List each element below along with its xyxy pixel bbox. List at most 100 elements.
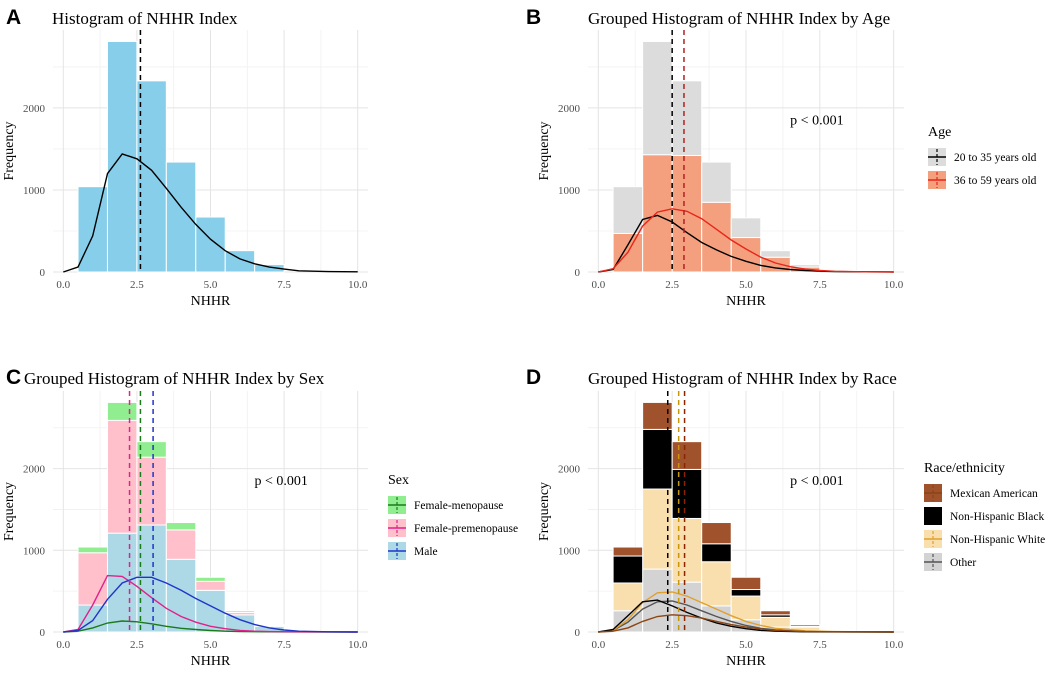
y-axis-label: Frequency	[537, 121, 552, 180]
bar-20-to-35-years-old	[642, 40, 673, 156]
bar-mexican-american	[642, 401, 673, 430]
x-axis-label: NHHR	[191, 654, 231, 669]
x-tick-label: 7.5	[277, 639, 291, 651]
y-tick-label: 0	[575, 627, 581, 639]
y-tick-label: 0	[40, 627, 46, 639]
bar-mexican-american	[760, 610, 791, 616]
bar-all	[254, 264, 285, 273]
x-tick-label: 2.5	[130, 279, 144, 291]
bar-female-menopause	[224, 610, 256, 613]
legend-title: Sex	[388, 473, 409, 488]
legend-title: Race/ethnicity	[924, 461, 1005, 476]
x-tick-label: 10.0	[884, 279, 904, 291]
x-tick-label: 5.0	[204, 279, 218, 291]
panel-tag: C	[6, 366, 21, 389]
x-tick-label: 7.5	[813, 639, 827, 651]
density-line-all	[63, 153, 358, 273]
bar-non-hispanic-black	[671, 468, 703, 519]
bar-female-menopause	[195, 576, 226, 582]
density-line-non-hispanic-white	[598, 591, 894, 633]
legend-label: Male	[414, 546, 438, 558]
p-value-annotation: p < 0.001	[254, 474, 307, 489]
bar-20-to-35-years-old	[760, 250, 791, 258]
bar-female-menopause	[106, 401, 138, 421]
density-line-mexican-american	[598, 614, 894, 633]
chart-title: Grouped Histogram of NHHR Index by Race	[588, 369, 897, 388]
bar-female-premenopause	[195, 580, 226, 591]
x-axis-label: NHHR	[726, 654, 766, 669]
panel-d: 0.0 2.5 5.0 7.5 10.0 0 1000 2000 NHHR Frequency D G…	[526, 366, 1045, 669]
bar-all	[136, 80, 167, 273]
y-tick-label: 2000	[23, 464, 46, 476]
y-axis-label: Frequency	[2, 121, 17, 180]
x-tick-label: 0.0	[56, 639, 70, 651]
bar-female-menopause	[165, 522, 197, 531]
x-tick-label: 0.0	[56, 279, 70, 291]
panel-b: 0.0 2.5 5.0 7.5 10.0 0 1000 2000 NHHR Frequency B G…	[526, 6, 1037, 309]
x-tick-label: 0.0	[591, 639, 605, 651]
x-tick-label: 5.0	[739, 639, 753, 651]
p-value-annotation: p < 0.001	[790, 474, 843, 489]
bar-male	[136, 524, 167, 633]
bar-all	[195, 216, 226, 273]
bar-mexican-american	[701, 522, 732, 545]
bar-20-to-35-years-old	[730, 217, 762, 239]
y-tick-label: 2000	[558, 464, 581, 476]
chart-title: Histogram of NHHR Index	[52, 9, 238, 28]
y-tick-label: 1000	[23, 545, 46, 557]
bar-other	[671, 581, 703, 633]
bar-female-menopause	[77, 546, 108, 554]
y-tick-label: 2000	[558, 103, 581, 115]
bar-20-to-35-years-old	[789, 264, 821, 268]
density-line-male	[63, 576, 358, 633]
y-tick-label: 1000	[23, 185, 46, 197]
legend-label: Non-Hispanic Black	[950, 511, 1044, 523]
x-axis-label: NHHR	[191, 294, 231, 309]
bar-female-premenopause	[77, 552, 108, 606]
x-tick-label: 0.0	[591, 279, 605, 291]
legend: Race/ethnicity Mexican American Non-Hispan…	[924, 461, 1045, 571]
bar-mexican-american	[612, 546, 644, 557]
y-tick-label: 0	[40, 267, 46, 279]
legend-label: Mexican American	[950, 488, 1038, 500]
bar-mexican-american	[671, 441, 703, 470]
x-tick-label: 7.5	[277, 279, 291, 291]
x-tick-label: 10.0	[884, 639, 904, 651]
density-line-36-to-59-years-old	[598, 208, 894, 273]
bar-non-hispanic-white	[671, 517, 703, 583]
density-line-female-premenopause	[63, 574, 358, 633]
x-tick-label: 2.5	[130, 639, 144, 651]
panel-a: 0.0 2.5 5.0 7.5 10.0 0 1000 2000 NHHR Frequency A H…	[2, 6, 368, 309]
bar-36-to-59-years-old	[671, 155, 703, 273]
bar-non-hispanic-white	[730, 595, 762, 621]
x-tick-label: 10.0	[348, 279, 368, 291]
y-tick-label: 1000	[558, 545, 581, 557]
legend-label: Other	[950, 557, 976, 569]
p-value-annotation: p < 0.001	[790, 113, 843, 128]
bar-all	[224, 250, 256, 273]
bar-female-premenopause	[136, 456, 167, 526]
y-axis-label: Frequency	[537, 482, 552, 541]
bar-20-to-35-years-old	[612, 186, 644, 234]
bar-non-hispanic-black	[701, 543, 732, 563]
y-tick-label: 2000	[23, 103, 46, 115]
bar-non-hispanic-black	[730, 589, 762, 597]
bar-36-to-59-years-old	[642, 154, 673, 273]
legend-label: Female-premenopause	[414, 523, 518, 535]
x-tick-label: 2.5	[665, 639, 679, 651]
legend: Sex Female-menopause Female-premenopause Ma…	[388, 473, 518, 560]
legend-title: Age	[928, 125, 951, 140]
bar-female-premenopause	[106, 419, 138, 534]
x-tick-label: 7.5	[813, 279, 827, 291]
x-tick-label: 5.0	[204, 639, 218, 651]
x-tick-label: 5.0	[739, 279, 753, 291]
bar-mexican-american	[789, 624, 821, 627]
y-tick-label: 0	[575, 267, 581, 279]
y-tick-label: 1000	[558, 185, 581, 197]
bar-non-hispanic-white	[701, 561, 732, 607]
bar-20-to-35-years-old	[701, 161, 732, 203]
x-tick-label: 10.0	[348, 639, 368, 651]
legend-label: Non-Hispanic White	[950, 534, 1045, 546]
